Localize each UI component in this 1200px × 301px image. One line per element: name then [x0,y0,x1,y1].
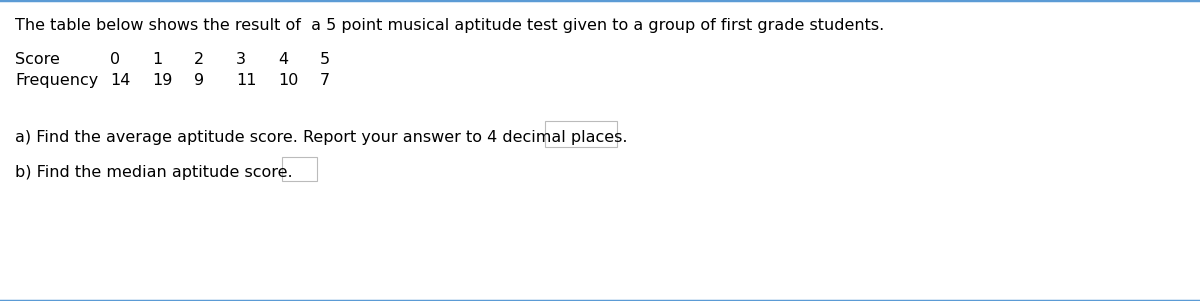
Text: 14: 14 [110,73,131,88]
Text: 2: 2 [194,52,204,67]
FancyBboxPatch shape [282,157,317,181]
Text: 19: 19 [152,73,173,88]
Text: 11: 11 [236,73,257,88]
Text: Frequency: Frequency [14,73,98,88]
Text: 9: 9 [194,73,204,88]
FancyBboxPatch shape [545,121,617,147]
Text: 5: 5 [320,52,330,67]
Text: 3: 3 [236,52,246,67]
Text: 4: 4 [278,52,288,67]
Text: 10: 10 [278,73,299,88]
Text: 7: 7 [320,73,330,88]
Text: b) Find the median aptitude score.: b) Find the median aptitude score. [14,165,293,180]
Text: Score: Score [14,52,60,67]
Text: The table below shows the result of  a 5 point musical aptitude test given to a : The table below shows the result of a 5 … [14,18,884,33]
Text: 0: 0 [110,52,120,67]
Text: 1: 1 [152,52,162,67]
Text: a) Find the average aptitude score. Report your answer to 4 decimal places.: a) Find the average aptitude score. Repo… [14,130,628,145]
